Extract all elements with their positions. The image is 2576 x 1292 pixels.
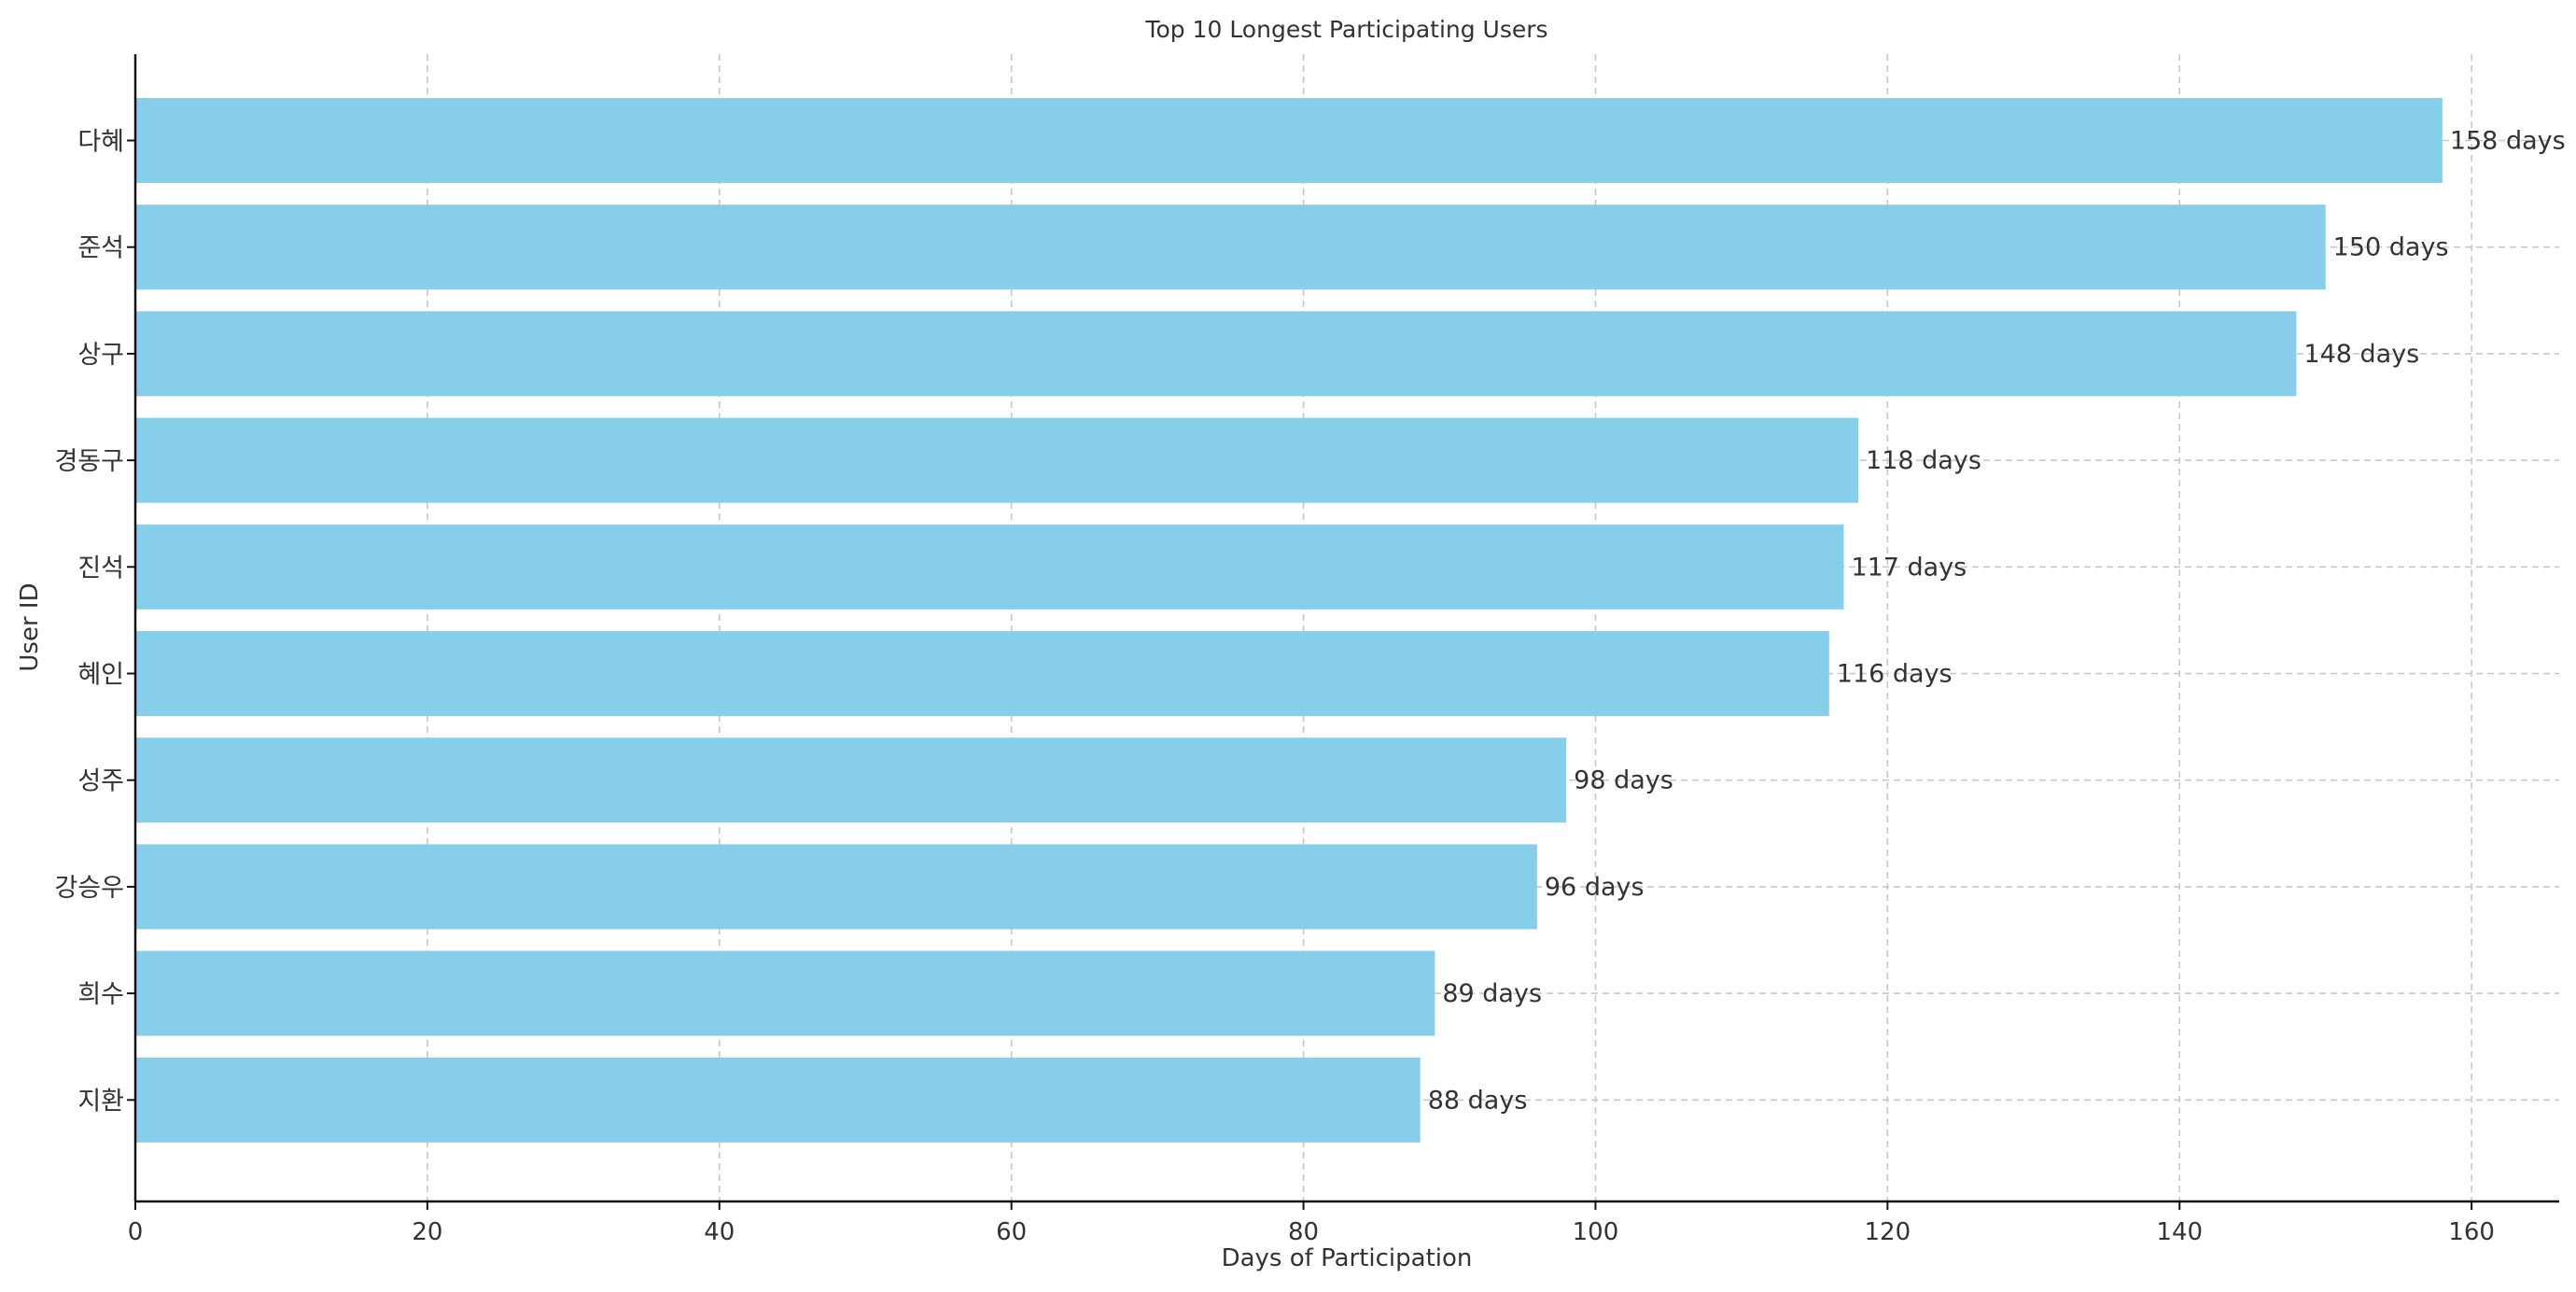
bar-value-label: 88 days — [1428, 1086, 1528, 1115]
y-tick-label: 준석 — [77, 234, 124, 263]
bar — [135, 524, 1844, 610]
x-tick-label: 100 — [1573, 1218, 1619, 1246]
x-tick-label: 160 — [2448, 1218, 2495, 1246]
x-tick-label: 80 — [1288, 1218, 1319, 1246]
chart-title: Top 10 Longest Participating Users — [1144, 16, 1547, 43]
y-tick-label: 상구 — [77, 341, 124, 370]
bar — [135, 417, 1859, 503]
x-tick-label: 20 — [412, 1218, 442, 1246]
ticks: 0 20 40 60 80 100 120 140 160 다혜준석상구경동구진석혜인성주강승우희… — [54, 128, 2494, 1247]
y-tick-label: 성주 — [77, 767, 124, 796]
y-axis-label: User ID — [16, 583, 44, 671]
bar-value-label: 118 days — [1866, 446, 1981, 475]
bar — [135, 844, 1537, 930]
bar-value-label: 148 days — [2303, 340, 2419, 369]
x-tick-label: 0 — [128, 1218, 144, 1246]
x-axis-label: Days of Participation — [1222, 1244, 1473, 1272]
bar-value-label: 98 days — [1574, 766, 1673, 795]
bar-value-label: 96 days — [1545, 873, 1645, 902]
bars — [135, 98, 2443, 1143]
bar-value-label: 89 days — [1442, 979, 1542, 1008]
axes — [133, 54, 2559, 1203]
y-tick-label: 강승우 — [54, 874, 124, 903]
bar — [135, 311, 2297, 397]
y-tick-label: 진석 — [77, 554, 124, 583]
y-tick-label: 희수 — [77, 980, 124, 1009]
bar — [135, 204, 2326, 290]
x-tick-label: 60 — [996, 1218, 1027, 1246]
bar-value-label: 158 days — [2450, 127, 2566, 156]
bar-value-label: 150 days — [2333, 233, 2449, 262]
bar — [135, 737, 1567, 823]
x-tick-label: 40 — [704, 1218, 735, 1246]
bar — [135, 631, 1829, 716]
y-tick-label: 다혜 — [77, 128, 124, 157]
data-labels: 158 days 150 days 148 days 118 days 117 days… — [1428, 127, 2566, 1116]
bar-value-label: 116 days — [1837, 660, 1953, 689]
bar — [135, 950, 1435, 1036]
x-tick-label: 140 — [2156, 1218, 2203, 1246]
y-tick-label: 지환 — [77, 1087, 124, 1116]
bar — [135, 1057, 1421, 1143]
y-tick-label: 경동구 — [54, 447, 124, 476]
x-tick-label: 120 — [1865, 1218, 1911, 1246]
y-tick-label: 혜인 — [77, 661, 124, 690]
bar-value-label: 117 days — [1851, 553, 1967, 582]
bar — [135, 98, 2443, 183]
